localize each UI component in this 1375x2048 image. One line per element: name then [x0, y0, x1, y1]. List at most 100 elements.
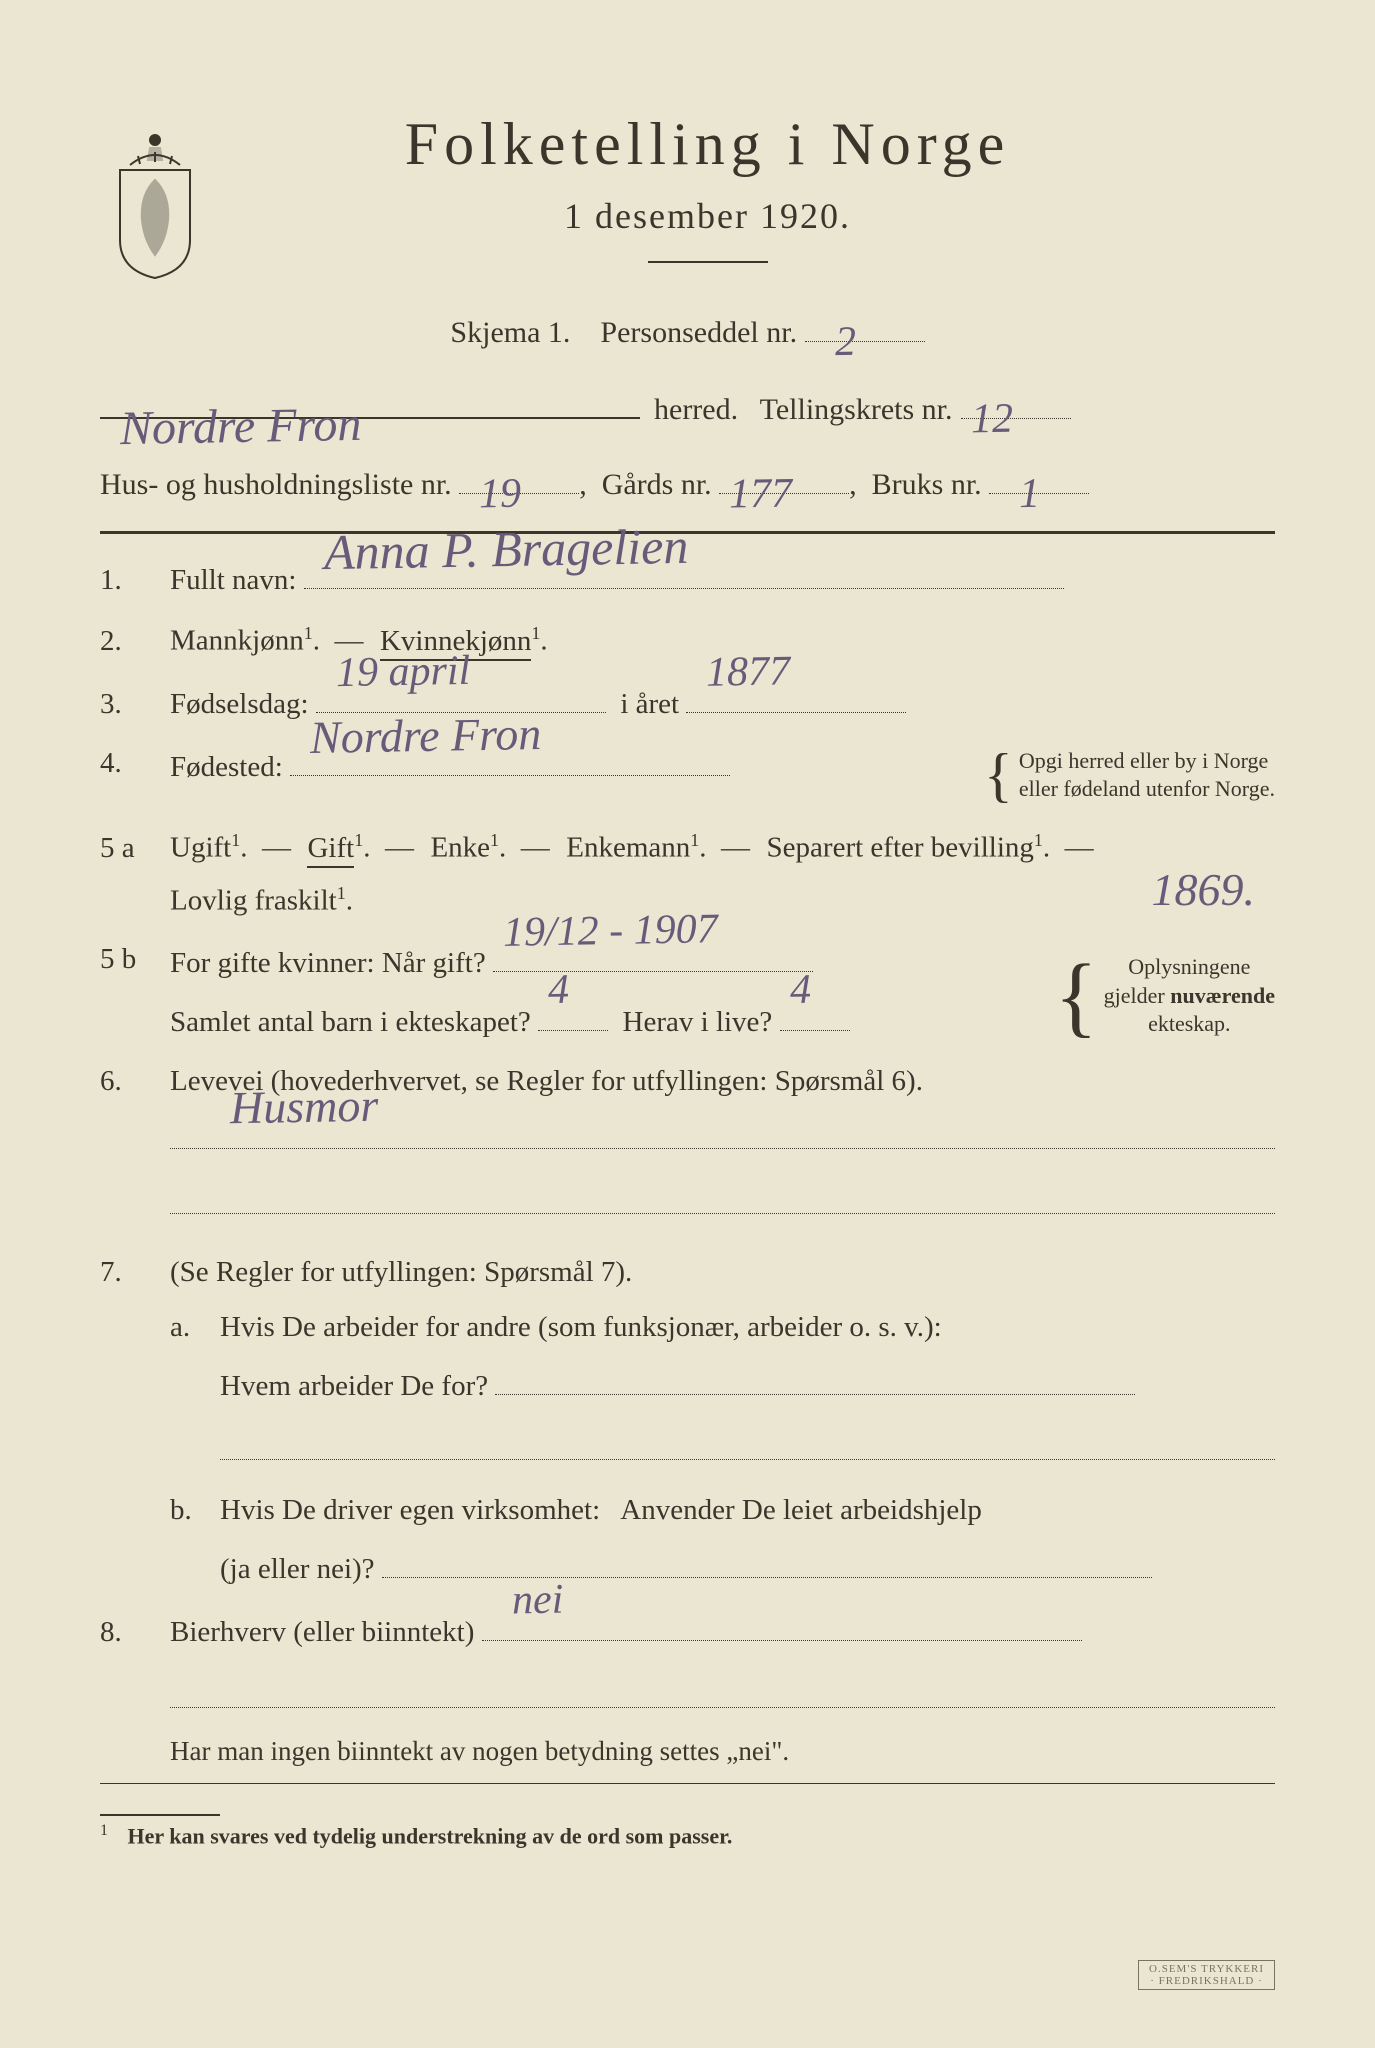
herred-label: herred.: [654, 381, 738, 438]
questions-block: 1. Fullt navn: Anna P. Bragelien 2. Mann…: [100, 560, 1275, 1767]
q5b-value1: 19/12 - 1907: [503, 905, 718, 957]
q4-note1: Opgi herred eller by i Norge: [1019, 747, 1275, 776]
q7b-body: b. Hvis De driver egen virksomhet: Anven…: [170, 1494, 1275, 1586]
q4-note-block: { Opgi herred eller by i Norge eller fød…: [984, 747, 1275, 804]
gards-label: Gårds nr.: [602, 468, 712, 501]
q5b-num: 5 b: [100, 943, 170, 976]
q2-row: 2. Mannkjønn1. — Kvinnekjønn1.: [100, 623, 1275, 658]
q7a-row: a. Hvis De arbeider for andre (som funks…: [100, 1311, 1275, 1468]
coat-of-arms-icon: [100, 120, 210, 280]
q7a-blank: [220, 1431, 1275, 1460]
q6-num: 6.: [100, 1065, 170, 1098]
gards-value: 177: [728, 454, 792, 535]
title-block: Folketelling i Norge 1 desember 1920.: [250, 110, 1275, 263]
tellingskrets-label: Tellingskrets nr.: [760, 381, 953, 438]
q7a-body: a. Hvis De arbeider for andre (som funks…: [170, 1311, 1275, 1468]
herred-field: Nordre Fron: [100, 417, 640, 419]
q5b-note-block: { Oplysningene gjelder nuværende ekteska…: [1054, 953, 1275, 1039]
brace-icon: {: [1054, 974, 1097, 1019]
q6-blank-row: [100, 1185, 1275, 1222]
q7-body: (Se Regler for utfyllingen: Spørsmål 7).: [170, 1256, 1275, 1289]
q7b-text1: Hvis De driver egen virksomhet:: [220, 1494, 600, 1526]
q4-num: 4.: [100, 747, 170, 780]
hus-label: Hus- og husholdningsliste nr.: [100, 468, 452, 501]
q3-year-label: i året: [620, 688, 679, 720]
q5a-gift: Gift: [307, 832, 354, 868]
margin-year: 1869.: [1152, 863, 1256, 916]
q5b-label3: Herav i live?: [623, 1006, 773, 1038]
personseddel-label: Personseddel nr.: [600, 316, 797, 349]
hus-field: 19: [459, 493, 579, 494]
footnote-rule: [100, 1814, 220, 1816]
q1-row: 1. Fullt navn: Anna P. Bragelien: [100, 560, 1275, 597]
q7b-field: [382, 1549, 1152, 1578]
personseddel-field: 2: [805, 341, 925, 342]
q7b-text2: Anvender De leiet arbeidshjelp: [620, 1494, 982, 1526]
footer-note1-row: Har man ingen biinntekt av nogen betydni…: [100, 1736, 1275, 1767]
header: Folketelling i Norge 1 desember 1920.: [100, 110, 1275, 280]
q6-field: Husmor: [170, 1120, 1275, 1149]
meta-line-2: Nordre Fron herred. Tellingskrets nr. 12: [100, 381, 1275, 438]
q5b-label2: Samlet antal barn i ekteskapet?: [170, 1006, 531, 1038]
q8-label: Bierhverv (eller biinntekt): [170, 1616, 474, 1648]
q5b-note2: gjelder nuværende: [1104, 982, 1275, 1011]
printer-stamp: O.SEM'S TRYKKERI · FREDRIKSHALD ·: [1138, 1960, 1275, 1990]
q3-label: Fødselsdag:: [170, 688, 309, 720]
footnote: 1 Her kan svares ved tydelig understrekn…: [100, 1814, 1275, 1849]
q7a-field: [495, 1366, 1135, 1395]
meta-line-1: Skjema 1. Personseddel nr. 2: [100, 304, 1275, 361]
q4-note2: eller fødeland utenfor Norge.: [1019, 775, 1275, 804]
q4-row: 4. Fødested: Nordre Fron { Opgi herred e…: [100, 747, 1275, 804]
q7-label: (Se Regler for utfyllingen: Spørsmål 7).: [170, 1256, 632, 1288]
q8-num: 8.: [100, 1616, 170, 1649]
q7b-row: b. Hvis De driver egen virksomhet: Anven…: [100, 1494, 1275, 1586]
footnote-pre: Her kan svares ved tydelig: [128, 1823, 382, 1848]
q6-value: Husmor: [230, 1079, 379, 1135]
q5b-body: For gifte kvinner: Når gift? 19/12 - 190…: [170, 943, 1275, 1039]
q8-body: Bierhverv (eller biinntekt) nei: [170, 1612, 1275, 1649]
subtitle: 1 desember 1920.: [250, 195, 1165, 237]
q5b-value3: 4: [789, 966, 811, 1014]
q7b-label: b.: [170, 1494, 220, 1586]
q5b-label1: For gifte kvinner: Når gift?: [170, 947, 486, 979]
q3-year-field: 1877: [686, 684, 906, 713]
q4-value: Nordre Fron: [310, 707, 542, 764]
stamp-line2: · FREDRIKSHALD ·: [1149, 1975, 1264, 1987]
q7a-text2: Hvem arbeider De for?: [220, 1370, 488, 1402]
footnote-post: av de ord som passer.: [527, 1823, 733, 1848]
q5a-row: 5 a Ugift1. — Gift1. — Enke1. — Enkemann…: [100, 830, 1275, 865]
q5b-row: 5 b For gifte kvinner: Når gift? 19/12 -…: [100, 943, 1275, 1039]
q5a-num: 5 a: [100, 832, 170, 865]
tellingskrets-value: 12: [970, 380, 1013, 461]
meta-line-3: Hus- og husholdningsliste nr. 19 , Gårds…: [100, 456, 1275, 513]
q5a-ugift: Ugift: [170, 832, 231, 864]
gards-field: 177: [719, 493, 849, 494]
q8-field: nei: [482, 1612, 1082, 1641]
q8-blank: [170, 1679, 1275, 1708]
q5a-enke: Enke: [430, 832, 490, 864]
q3-year: 1877: [706, 647, 791, 696]
q5a-separert: Separert efter bevilling: [767, 832, 1034, 864]
q5a-body2: Lovlig fraskilt1. 1869.: [170, 883, 1275, 918]
footnote-num: 1: [100, 1822, 108, 1839]
q1-value: Anna P. Bragelien: [323, 517, 688, 581]
stamp-line1: O.SEM'S TRYKKERI: [1149, 1963, 1264, 1975]
q5b-field1: 19/12 - 1907: [493, 943, 813, 972]
q3-day: 19 april: [335, 646, 470, 696]
q1-field: Anna P. Bragelien: [304, 560, 1064, 589]
bruks-field: 1: [989, 493, 1089, 494]
q8-row: 8. Bierhverv (eller biinntekt) nei: [100, 1612, 1275, 1649]
q2-num: 2.: [100, 625, 170, 658]
q7b-text3: (ja eller nei)?: [220, 1553, 375, 1585]
bruks-value: 1: [1018, 455, 1040, 535]
q5b-note1: Oplysningene: [1104, 953, 1275, 982]
footer-divider: [100, 1783, 1275, 1784]
q7a-label: a.: [170, 1311, 220, 1468]
q1-num: 1.: [100, 564, 170, 597]
q3-num: 3.: [100, 688, 170, 721]
bruks-label: Bruks nr.: [872, 468, 982, 501]
brace-icon: {: [984, 760, 1013, 790]
q5b-note3: ekteskap.: [1104, 1010, 1275, 1039]
q8-value: nei: [511, 1576, 563, 1625]
tellingskrets-field: 12: [961, 418, 1071, 419]
